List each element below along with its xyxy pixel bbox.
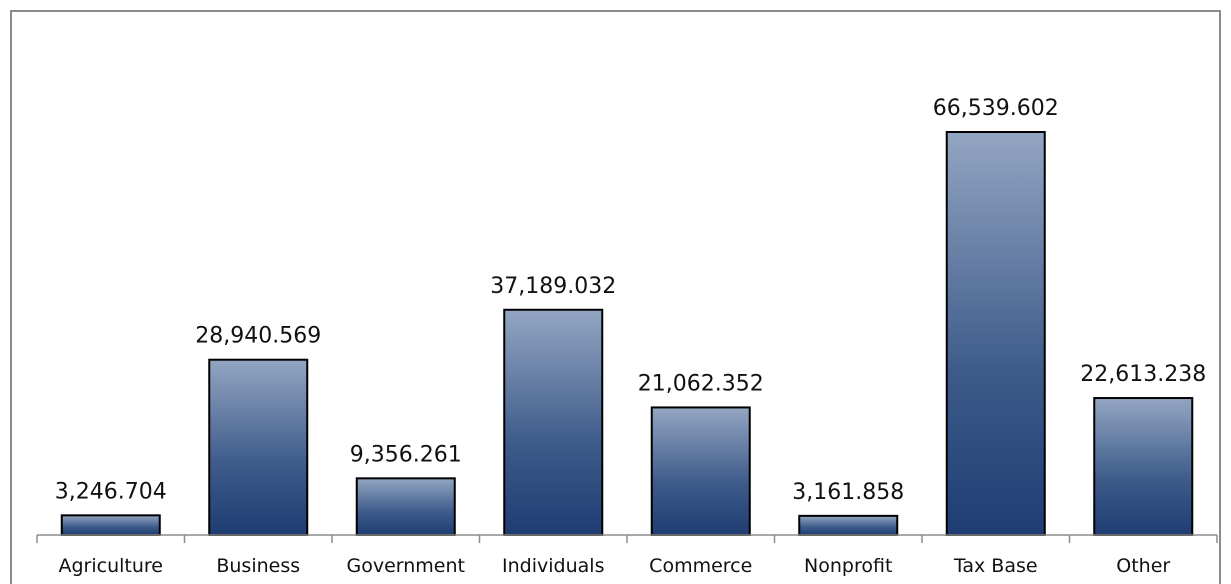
data-label: 37,189.032: [490, 274, 616, 299]
data-label: 22,613.238: [1080, 362, 1206, 387]
data-label: 3,246.704: [55, 479, 167, 504]
data-labels: 3,246.704 28,940.569 9,356.261 37,189.032 21…: [55, 96, 1206, 505]
x-axis-ticks: [36, 535, 1218, 543]
bars: [60, 131, 1194, 537]
category-label: Nonprofit: [804, 555, 892, 577]
data-label: 28,940.569: [195, 324, 321, 349]
data-label: 66,539.602: [933, 96, 1059, 121]
category-label: Government: [347, 555, 466, 577]
bar-nonprofit: [798, 514, 899, 537]
bar-government: [355, 477, 456, 537]
category-label: Commerce: [649, 555, 752, 577]
category-label: Tax Base: [953, 555, 1038, 577]
category-label: Agriculture: [59, 555, 164, 577]
bar-agriculture: [60, 514, 161, 536]
data-label: 21,062.352: [638, 371, 764, 396]
category-labels: Agriculture Business Government Individuals…: [59, 555, 1171, 577]
chart-border: [10, 10, 1221, 584]
data-label: 9,356.261: [350, 442, 462, 467]
bar-individuals: [503, 308, 604, 536]
bar-business: [208, 358, 309, 536]
bar-tax-base: [945, 131, 1046, 536]
bar-other: [1093, 397, 1194, 536]
bar-commerce: [650, 406, 751, 536]
data-label: 3,161.858: [792, 480, 904, 505]
category-label: Individuals: [502, 555, 604, 577]
category-label: Business: [216, 555, 300, 577]
category-label: Other: [1116, 555, 1170, 577]
